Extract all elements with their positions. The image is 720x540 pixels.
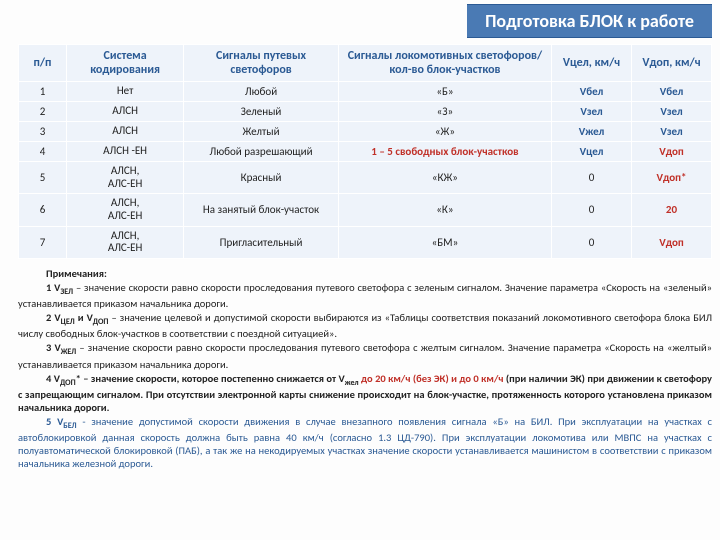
col-index: п/п xyxy=(19,45,67,82)
table-row: 1НетЛюбой«Б»VбелVбел xyxy=(19,82,712,102)
col-vcel: Vцел, км/ч xyxy=(552,45,632,82)
table-cell: Желтый xyxy=(184,122,339,142)
table-cell: Нет xyxy=(66,82,183,102)
table-cell: Зеленый xyxy=(184,102,339,122)
table-row: 2АЛСНЗеленый«З»VзелVзел xyxy=(19,102,712,122)
table-cell: «Ж» xyxy=(338,122,551,142)
table-cell: АЛСН,АЛС-ЕН xyxy=(66,194,183,226)
table-cell: 7 xyxy=(19,226,67,258)
table-cell: «К» xyxy=(338,194,551,226)
table-row: 3АЛСНЖелтый«Ж»VжелVзел xyxy=(19,122,712,142)
table-cell: 1 xyxy=(19,82,67,102)
notes-heading: Примечания: xyxy=(18,267,712,280)
main-table: п/п Система кодирования Сигналы путевых … xyxy=(18,44,712,259)
col-system: Система кодирования xyxy=(66,45,183,82)
table-cell: 4 xyxy=(19,142,67,162)
table-cell: АЛСН,АЛС-ЕН xyxy=(66,162,183,194)
table-cell: «КЖ» xyxy=(338,162,551,194)
table-cell: 0 xyxy=(552,194,632,226)
table-cell: Любой xyxy=(184,82,339,102)
table-cell: 20 xyxy=(631,194,711,226)
table-cell: 0 xyxy=(552,162,632,194)
table-cell: 2 xyxy=(19,102,67,122)
table-cell: АЛСН -ЕН xyxy=(66,142,183,162)
table-cell: Красный xyxy=(184,162,339,194)
table-cell: Vдоп* xyxy=(631,162,711,194)
table-cell: Vзел xyxy=(631,122,711,142)
table-cell: «Б» xyxy=(338,82,551,102)
table-cell: 1 – 5 свободных блок-участков xyxy=(338,142,551,162)
page-title: Подготовка БЛОК к работе xyxy=(467,4,712,38)
notes-block: Примечания: 1 VЗЕЛ – значение скорости р… xyxy=(18,267,712,471)
table-cell: «БМ» xyxy=(338,226,551,258)
table-cell: Vжел xyxy=(552,122,632,142)
table-row: 6АЛСН,АЛС-ЕННа занятый блок-участок«К»02… xyxy=(19,194,712,226)
table-row: 7АЛСН,АЛС-ЕНПригласительный«БМ»0Vдоп xyxy=(19,226,712,258)
table-cell: АЛСН xyxy=(66,122,183,142)
table-cell: «З» xyxy=(338,102,551,122)
table-cell: Vзел xyxy=(552,102,632,122)
note-1: 1 VЗЕЛ – значение скорости равно скорост… xyxy=(18,281,712,310)
table-row: 5АЛСН,АЛС-ЕНКрасный«КЖ»0Vдоп* xyxy=(19,162,712,194)
table-row: 4АЛСН -ЕНЛюбой разрешающий1 – 5 свободны… xyxy=(19,142,712,162)
col-loco: Сигналы локомотивных светофоров/кол-во б… xyxy=(338,45,551,82)
table-cell: Vдоп xyxy=(631,142,711,162)
note-2: 2 VЦЕЛ и VДОП – значение целевой и допус… xyxy=(18,311,712,340)
note-4: 4 VДОП* – значение скорости, которое пос… xyxy=(18,372,712,414)
note-3: 3 VЖЕЛ – значение скорости равно скорост… xyxy=(18,341,712,370)
table-cell: Vдоп xyxy=(631,226,711,258)
col-vdop: Vдоп, км/ч xyxy=(631,45,711,82)
table-cell: 3 xyxy=(19,122,67,142)
col-path: Сигналы путевых светофоров xyxy=(184,45,339,82)
table-cell: На занятый блок-участок xyxy=(184,194,339,226)
table-cell: АЛСН xyxy=(66,102,183,122)
table-cell: Vцел xyxy=(552,142,632,162)
table-cell: 6 xyxy=(19,194,67,226)
table-cell: Vбел xyxy=(631,82,711,102)
table-cell: Любой разрешающий xyxy=(184,142,339,162)
table-cell: АЛСН,АЛС-ЕН xyxy=(66,226,183,258)
table-cell: 0 xyxy=(552,226,632,258)
table-cell: Пригласительный xyxy=(184,226,339,258)
table-cell: 5 xyxy=(19,162,67,194)
table-cell: Vбел xyxy=(552,82,632,102)
note-5: 5 VБЕЛ - значение допустимой скорости дв… xyxy=(18,415,712,470)
table-cell: Vзел xyxy=(631,102,711,122)
